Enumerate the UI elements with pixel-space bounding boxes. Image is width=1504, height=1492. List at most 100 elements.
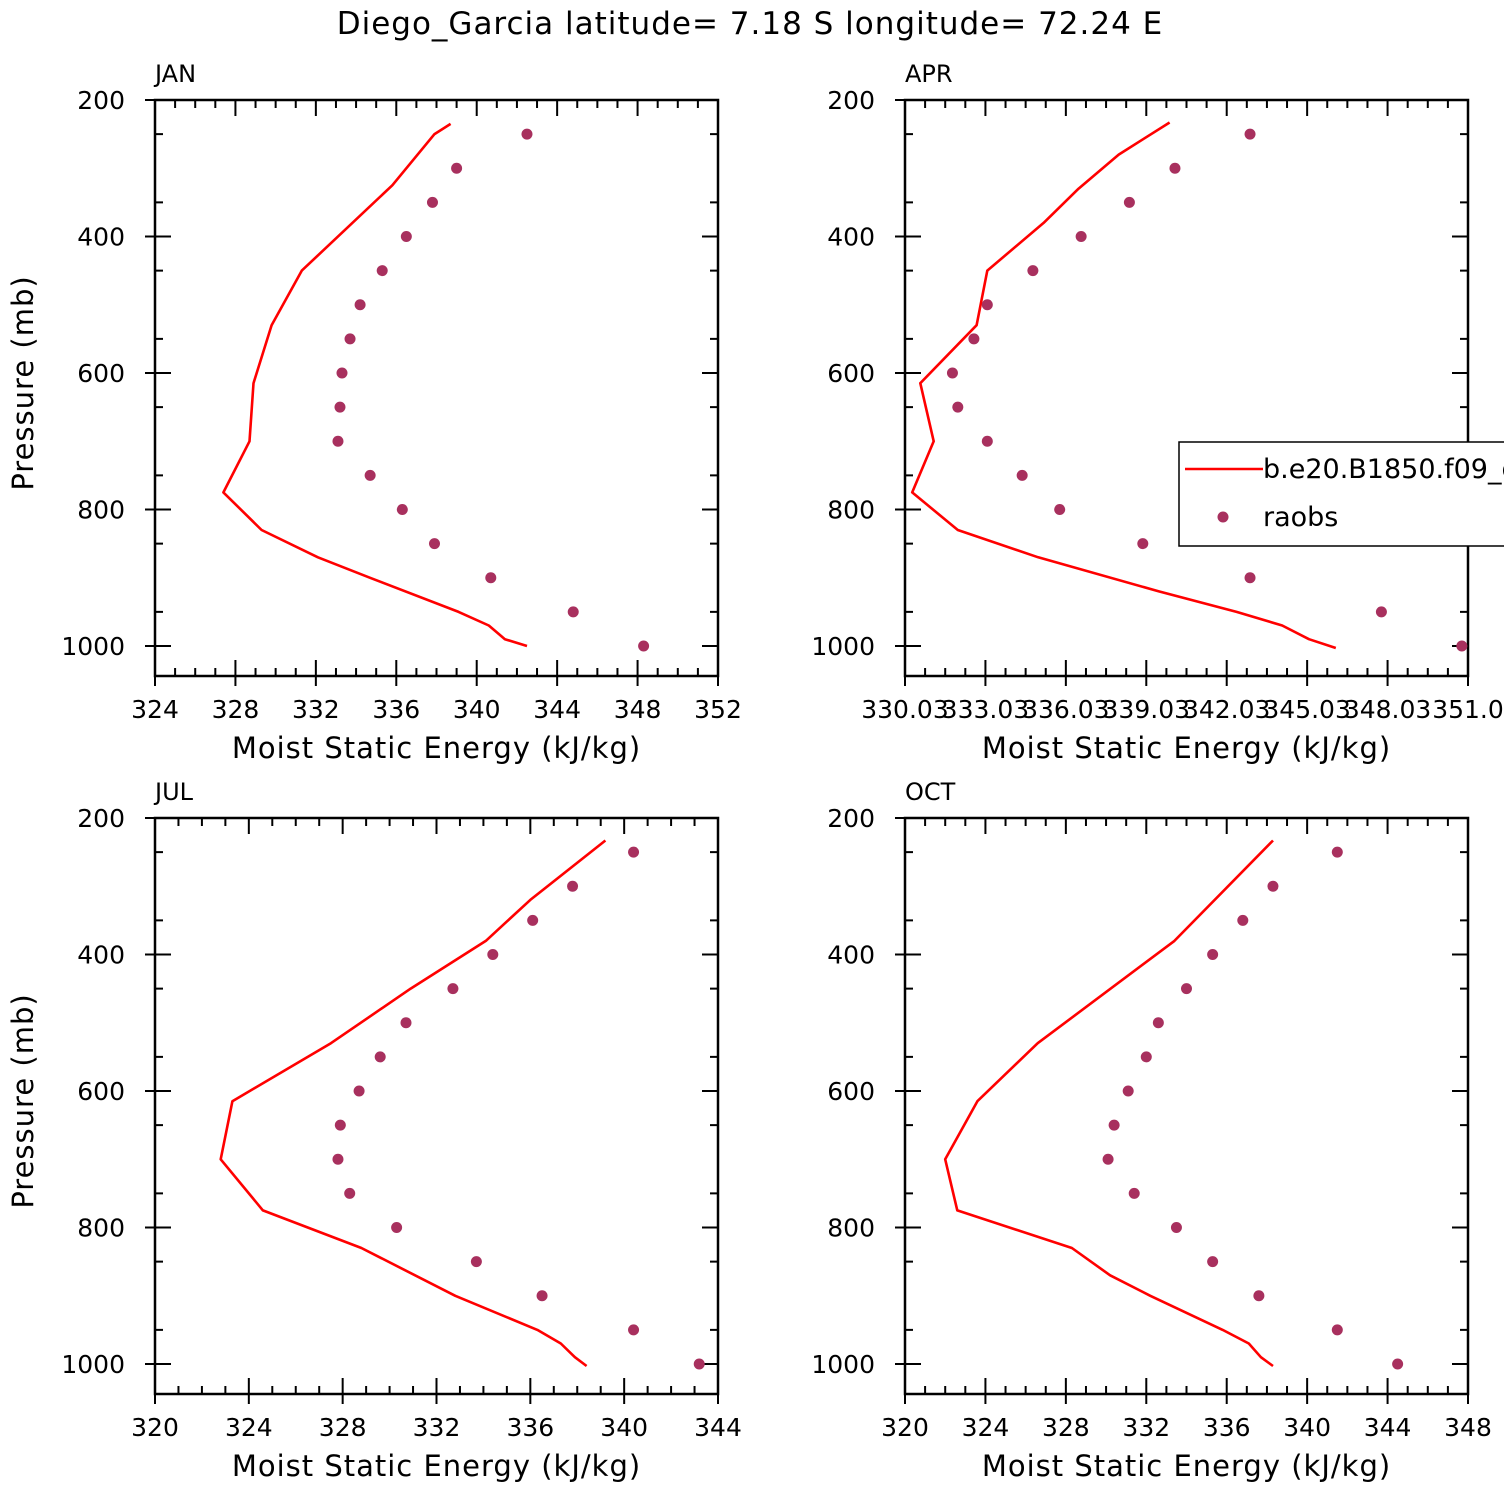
panel-label-jul: JUL [153,778,194,806]
panel-jul: JUL 200 400 600 800 1000 320 324 328 332 336 340 344… [6,778,742,1483]
obs-point-apr [1016,469,1028,481]
obs-point-jan [332,435,344,447]
obs-point-apr [1244,572,1256,584]
obs-point-oct [1207,1256,1219,1268]
x-axis-jul: 320 324 328 332 336 340 344 [131,818,742,1442]
obs-point-jul [470,1256,482,1268]
x-axis-label-jan: Moist Static Energy (kJ/kg) [232,731,641,765]
y-tick-label: 1000 [61,1350,125,1379]
obs-point-jul [628,846,640,858]
y-tick-label: 1000 [61,632,125,661]
x-tick-label: 330.03 [861,695,948,724]
y-tick-label: 1000 [811,1350,875,1379]
obs-point-oct [1128,1187,1140,1199]
x-tick-label: 348.03 [1344,695,1431,724]
x-tick-label: 328 [212,695,260,724]
obs-point-jan [376,265,388,277]
model-line-apr [910,121,1337,650]
obs-point-jan [396,504,408,515]
legend: b.e20.B1850.f09_g16.pi_control.all.297ra… [1178,441,1504,547]
obs-point-apr [968,333,980,345]
x-tick-label: 352 [694,695,742,724]
obs-point-jan [428,538,440,550]
x-tick-label: 336.03 [1022,695,1109,724]
y-tick-label: 800 [77,1214,125,1243]
obs-point-apr [1075,231,1087,242]
x-tick-label: 351.0 [1432,695,1504,724]
data-apr [910,121,1468,652]
y-tick-label: 200 [827,804,875,833]
x-tick-label: 324 [131,695,179,724]
obs-point-apr [1027,265,1039,277]
panels: JAN 200 400 600 800 1000 324 328 332 336 340 344 348… [6,60,1504,1483]
x-tick-label: 348 [614,695,662,724]
data-oct [943,839,1404,1370]
obs-point-oct [1331,1324,1343,1336]
x-tick-label: 320 [881,1413,929,1442]
y-tick-label: 400 [827,223,875,252]
x-tick-label: 344 [1364,1413,1412,1442]
obs-point-oct [1253,1290,1265,1302]
obs-point-apr [1054,504,1066,515]
plot-frame-oct [903,816,1470,1396]
y-tick-label: 400 [77,941,125,970]
obs-point-oct [1140,1051,1152,1063]
x-tick-label: 340 [453,695,501,724]
y-tick-label: 600 [77,1077,125,1106]
x-tick-label: 342.03 [1183,695,1270,724]
x-tick-label: 344 [694,1413,742,1442]
x-axis-jan: 324 328 332 336 340 344 348 352 [131,100,742,724]
data-jul [219,839,705,1370]
x-tick-label: 336 [506,1413,554,1442]
y-tick-label: 600 [827,359,875,388]
x-axis-label-oct: Moist Static Energy (kJ/kg) [982,1449,1391,1483]
y-tick-label: 200 [77,86,125,115]
obs-point-jan [336,367,348,379]
obs-point-jan [334,401,346,413]
panel-label-oct: OCT [905,778,956,806]
obs-point-oct [1237,914,1249,926]
x-tick-label: 336 [372,695,420,724]
obs-point-apr [952,401,964,413]
obs-point-jul [567,880,579,892]
model-line-jul [219,839,607,1368]
x-axis-apr: 330.03333.03336.03339.03342.03345.03348.… [861,100,1504,724]
obs-point-jul [536,1290,548,1302]
legend-obs-label: raobs [1263,502,1338,533]
x-tick-label: 336 [1203,1413,1251,1442]
y-tick-label: 400 [827,941,875,970]
x-tick-label: 328 [1042,1413,1090,1442]
x-tick-label: 324 [225,1413,273,1442]
x-tick-label: 332 [292,695,340,724]
obs-point-oct [1152,1017,1164,1029]
y-tick-label: 600 [77,359,125,388]
obs-point-oct [1267,880,1279,892]
obs-point-jul [527,914,539,926]
panel-label-jan: JAN [153,60,196,88]
obs-point-apr [946,367,958,379]
x-tick-label: 339.03 [1103,695,1190,724]
obs-point-jul [487,949,499,960]
obs-point-jul [628,1324,640,1336]
obs-point-jul [400,1017,412,1029]
obs-point-jan [485,572,497,584]
obs-point-apr [1137,538,1149,550]
y-tick-label: 800 [77,496,125,525]
obs-point-apr [1123,196,1135,208]
legend-model-label: b.e20.B1850.f09_g16.pi_control.all.297 [1263,454,1504,485]
legend-obs-swatch [1217,511,1229,523]
panel-apr: APR2004006008001000330.03333.03336.03339… [811,60,1504,765]
obs-point-oct [1392,1358,1404,1370]
obs-point-jul [334,1119,346,1131]
y-tick-label: 200 [77,804,125,833]
obs-point-jul [391,1222,403,1233]
obs-point-apr [1375,606,1387,618]
figure-title: Diego_Garcia latitude= 7.18 S longitude=… [337,6,1164,42]
y-axis-jan: 200 400 600 800 1000 [61,86,718,661]
y-axis-apr: 200 400 600 800 1000 [811,86,1468,661]
data-jan [222,122,650,652]
obs-point-apr [1244,128,1256,140]
obs-point-jul [332,1153,344,1165]
x-tick-label: 332 [1122,1413,1170,1442]
